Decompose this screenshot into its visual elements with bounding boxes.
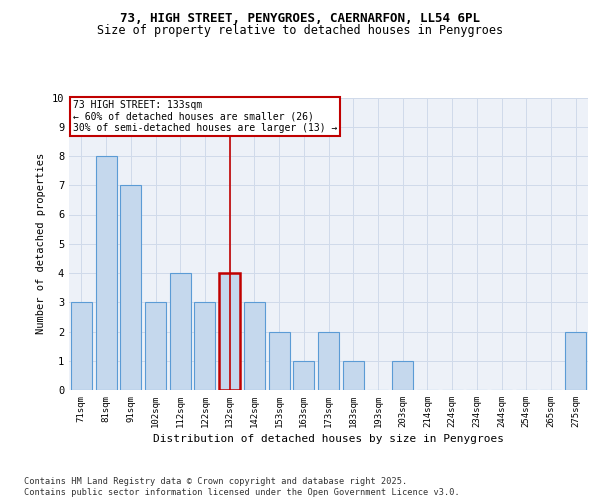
- Bar: [219, 273, 240, 390]
- Bar: [71, 302, 92, 390]
- Bar: [565, 332, 586, 390]
- X-axis label: Distribution of detached houses by size in Penygroes: Distribution of detached houses by size …: [153, 434, 504, 444]
- Bar: [244, 302, 265, 390]
- Bar: [343, 361, 364, 390]
- Bar: [145, 302, 166, 390]
- Bar: [120, 185, 141, 390]
- Text: 73, HIGH STREET, PENYGROES, CAERNARFON, LL54 6PL: 73, HIGH STREET, PENYGROES, CAERNARFON, …: [120, 12, 480, 26]
- Bar: [392, 361, 413, 390]
- Bar: [293, 361, 314, 390]
- Bar: [318, 332, 339, 390]
- Text: Contains HM Land Registry data © Crown copyright and database right 2025.
Contai: Contains HM Land Registry data © Crown c…: [24, 478, 460, 497]
- Text: Size of property relative to detached houses in Penygroes: Size of property relative to detached ho…: [97, 24, 503, 37]
- Text: 73 HIGH STREET: 133sqm
← 60% of detached houses are smaller (26)
30% of semi-det: 73 HIGH STREET: 133sqm ← 60% of detached…: [73, 100, 337, 133]
- Bar: [95, 156, 116, 390]
- Bar: [269, 332, 290, 390]
- Y-axis label: Number of detached properties: Number of detached properties: [36, 153, 46, 334]
- Bar: [194, 302, 215, 390]
- Bar: [170, 273, 191, 390]
